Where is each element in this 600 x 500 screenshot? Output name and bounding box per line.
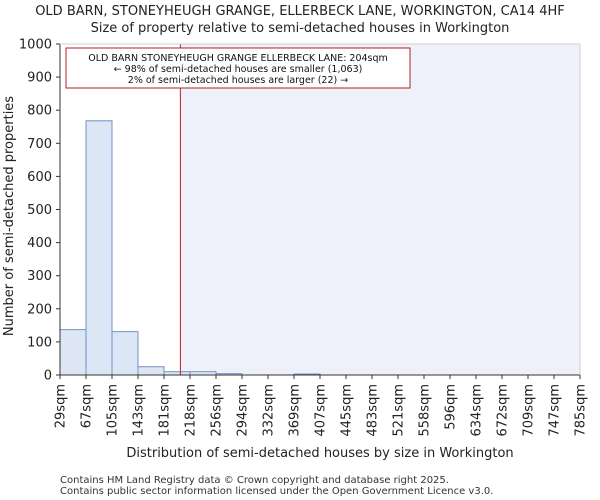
annotation-box: OLD BARN STONEYHEUGH GRANGE ELLERBECK LA…: [65, 47, 411, 89]
x-tick-label-596qm: 596qm: [444, 384, 459, 430]
x-tick-label-332sqm: 332sqm: [262, 384, 277, 437]
annotation-line-3: 2% of semi-detached houses are larger (2…: [128, 75, 348, 86]
x-tick-label-369sqm: 369sqm: [288, 384, 303, 437]
x-tick-label-709sqm: 709sqm: [522, 384, 537, 437]
bar-67sqm: [85, 120, 113, 376]
x-tick-label-105sqm: 105sqm: [106, 384, 121, 437]
footer-line-2: Contains public sector information licen…: [60, 486, 493, 497]
y-ticks: 0 100 200 300 400 500 600 700 800 900 1000: [19, 38, 60, 384]
bar-143sqm: [137, 366, 165, 376]
x-tick-label-483sqm: 483sqm: [366, 384, 381, 437]
x-tick-label-181sqm: 181sqm: [158, 384, 173, 437]
x-axis-label: Distribution of semi-detached houses by …: [126, 446, 513, 461]
bar-105sqm: [111, 331, 139, 376]
x-tick-label-218sqm: 218sqm: [184, 384, 199, 437]
x-tick-label-29sqm: 29sqm: [54, 384, 69, 428]
x-tick-label-294sqm: 294sqm: [236, 384, 251, 437]
x-tick-label-634sqm: 634sqm: [470, 384, 485, 437]
x-tick-label-558sqm: 558sqm: [418, 384, 433, 437]
y-tick-label-800: 800: [27, 104, 52, 119]
y-tick-label-0: 0: [44, 369, 52, 384]
annotation-line-2: ← 98% of semi-detached houses are smalle…: [114, 64, 363, 75]
y-tick-label-900: 900: [27, 71, 52, 86]
x-tick-label-445sqm: 445sqm: [340, 384, 355, 437]
x-tick-label-256sqm: 256sqm: [210, 384, 225, 437]
x-tick-label-747sqm: 747sqm: [548, 384, 563, 437]
annotation-line-1: OLD BARN STONEYHEUGH GRANGE ELLERBECK LA…: [88, 53, 388, 64]
x-ticks: 29sqm 67sqm 105sqm 143sqm 181sqm 218sqm 256sqm…: [54, 375, 589, 437]
x-tick-label-67sqm: 67sqm: [80, 384, 95, 428]
x-tick-label-143sqm: 143sqm: [132, 384, 147, 437]
x-tick-label-407sqm: 407sqm: [314, 384, 329, 437]
annotation-frame: [65, 47, 411, 89]
x-tick-label-785sqm: 785sqm: [574, 384, 589, 437]
y-tick-label-300: 300: [27, 269, 52, 284]
y-tick-label-200: 200: [27, 302, 52, 317]
y-tick-label-600: 600: [27, 170, 52, 185]
chart-title: OLD BARN, STONEYHEUGH GRANGE, ELLERBECK …: [35, 4, 565, 19]
bar-29sqm: [59, 329, 87, 376]
bars: [59, 120, 321, 376]
footer-line-1: Contains HM Land Registry data © Crown c…: [60, 475, 449, 486]
y-tick-label-400: 400: [27, 236, 52, 251]
chart-subtitle: Size of property relative to semi-detach…: [91, 21, 510, 36]
y-tick-label-500: 500: [27, 203, 52, 218]
y-axis-label: Number of semi-detached properties: [2, 96, 17, 336]
x-tick-label-521sqm: 521sqm: [392, 384, 407, 437]
x-tick-label-672sqm: 672sqm: [496, 384, 511, 437]
y-tick-label-700: 700: [27, 137, 52, 152]
y-tick-label-1000: 1000: [19, 38, 52, 53]
y-tick-label-100: 100: [27, 335, 52, 350]
larger-region-highlight: [180, 44, 581, 375]
